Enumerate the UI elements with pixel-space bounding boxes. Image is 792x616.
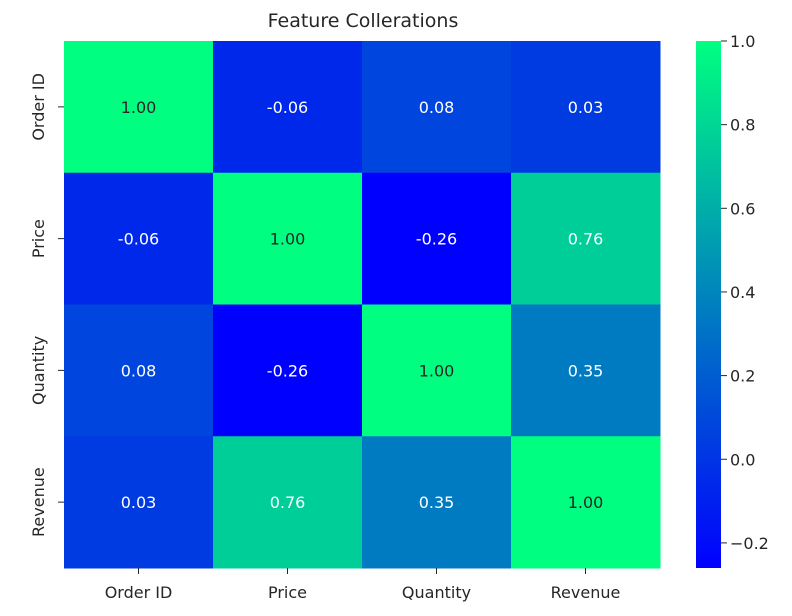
colorbar-gradient <box>696 41 721 568</box>
cell-value-label: 0.03 <box>568 98 604 117</box>
y-tick-label: Quantity <box>29 336 48 405</box>
heatmap-cell <box>362 172 512 305</box>
cell-value-label: -0.06 <box>267 98 308 117</box>
cell-value-label: 1.00 <box>121 98 157 117</box>
heatmap-cell <box>362 304 512 437</box>
heatmap-cell <box>511 304 661 437</box>
colorbar-tick-label: −0.2 <box>730 534 769 553</box>
heatmap-cell <box>64 172 214 305</box>
heatmap-cell <box>64 41 214 174</box>
heatmap-cell <box>362 436 512 569</box>
x-tick-label: Quantity <box>402 583 471 602</box>
heatmap-cell <box>213 172 363 305</box>
heatmap-cell <box>362 41 512 174</box>
colorbar-tick-label: 0.6 <box>730 199 755 218</box>
colorbar-tick-label: 0.8 <box>730 116 755 135</box>
x-tick-label: Price <box>268 583 307 602</box>
heatmap-cell <box>64 436 214 569</box>
heatmap-cell <box>511 172 661 305</box>
heatmap-cell <box>511 436 661 569</box>
heatmap-cell <box>213 304 363 437</box>
colorbar-tick-label: 1.0 <box>730 32 755 51</box>
cell-value-label: 1.00 <box>270 230 306 249</box>
cell-value-label: 1.00 <box>568 493 604 512</box>
colorbar-tick-label: 0.0 <box>730 450 755 469</box>
cell-value-label: 0.08 <box>121 361 157 380</box>
heatmap-cell <box>64 304 214 437</box>
heatmap-cell <box>213 41 363 174</box>
cell-value-label: 0.35 <box>419 493 455 512</box>
y-tick-label: Price <box>29 219 48 258</box>
heatmap-cells: 1.00 -0.06 0.08 0.03 -0.06 1.00 -0.26 0.76 0.08 -… <box>64 41 661 569</box>
cell-value-label: 0.08 <box>419 98 455 117</box>
cell-value-label: -0.26 <box>416 230 457 249</box>
cell-value-label: -0.06 <box>118 230 159 249</box>
x-axis: Order ID Price Quantity Revenue <box>105 568 621 602</box>
cell-value-label: -0.26 <box>267 361 308 380</box>
colorbar: −0.2 0.0 0.2 0.4 0.6 0.8 1.0 <box>696 32 769 568</box>
cell-value-label: 0.76 <box>270 493 306 512</box>
cell-value-label: 0.03 <box>121 493 157 512</box>
y-tick-label: Order ID <box>29 73 48 141</box>
heatmap-cell <box>511 41 661 174</box>
cell-value-label: 0.35 <box>568 361 604 380</box>
cell-value-label: 1.00 <box>419 361 455 380</box>
x-tick-label: Revenue <box>551 583 621 602</box>
y-tick-label: Revenue <box>29 467 48 537</box>
y-axis: Order ID Price Quantity Revenue <box>29 73 64 537</box>
chart-title: Feature Collerations <box>268 10 459 32</box>
x-tick-label: Order ID <box>105 583 173 602</box>
heatmap-cell <box>213 436 363 569</box>
colorbar-tick-label: 0.2 <box>730 367 755 386</box>
colorbar-tick-label: 0.4 <box>730 283 755 302</box>
cell-value-label: 0.76 <box>568 230 604 249</box>
